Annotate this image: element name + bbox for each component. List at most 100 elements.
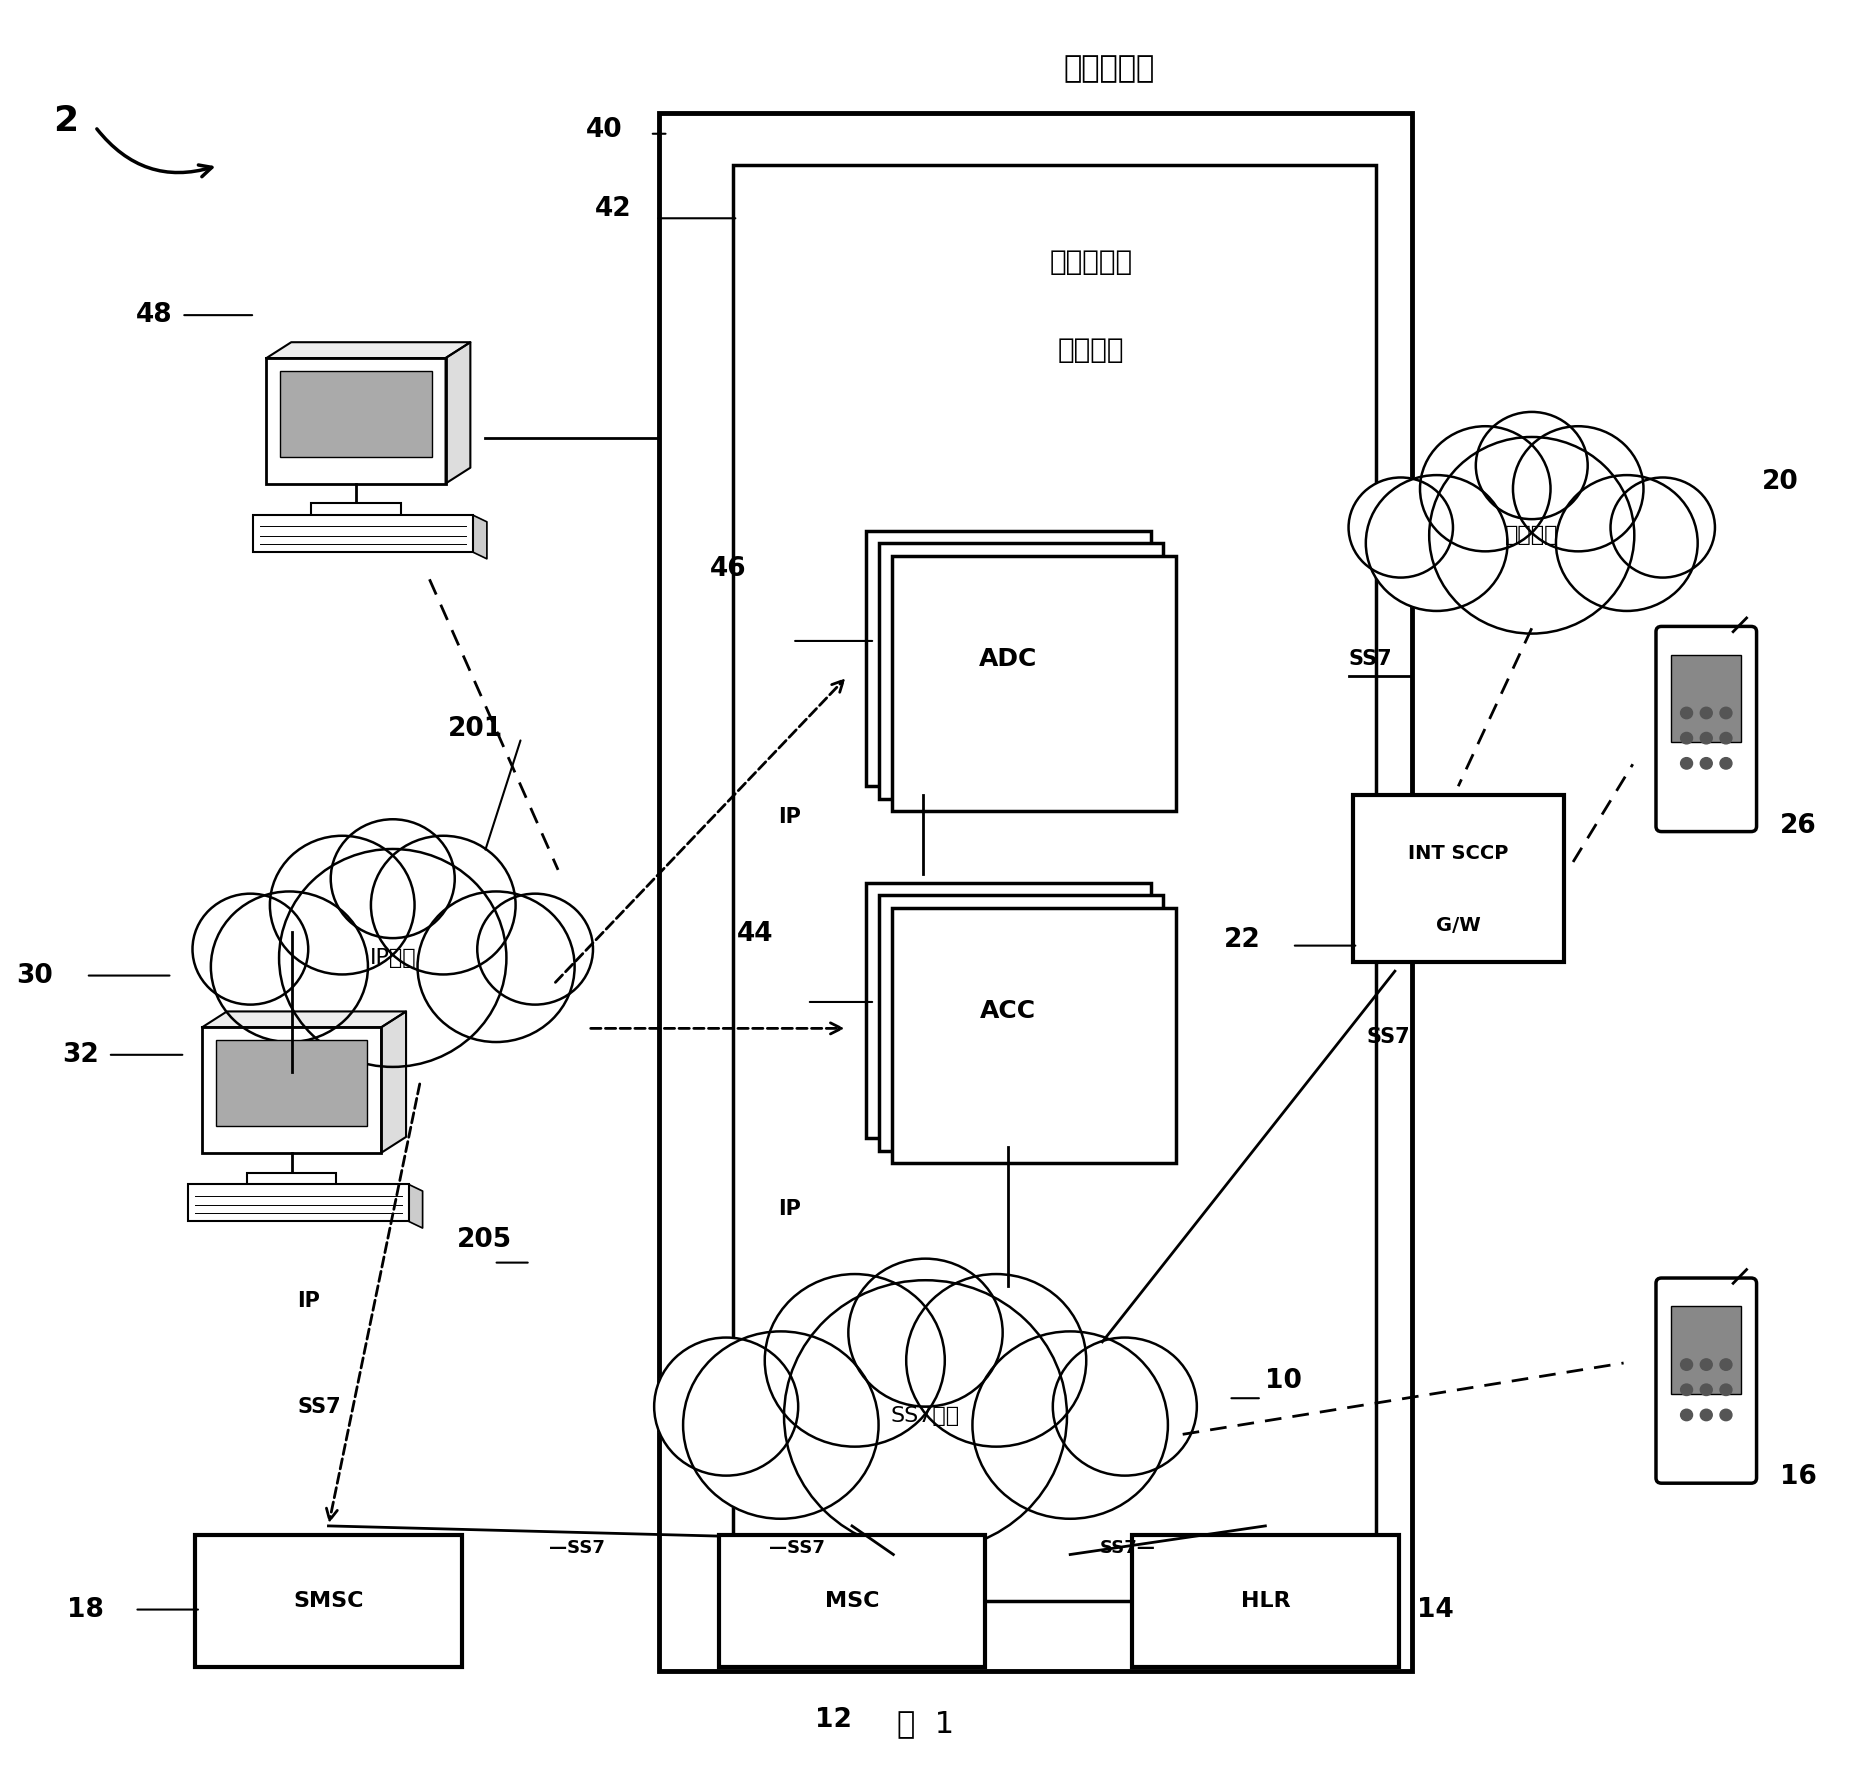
FancyBboxPatch shape: [311, 504, 402, 520]
Text: IP网络: IP网络: [370, 948, 416, 967]
Text: SS7—: SS7—: [1099, 1539, 1155, 1557]
Text: HLR: HLR: [1240, 1590, 1290, 1610]
FancyBboxPatch shape: [246, 1173, 337, 1189]
Circle shape: [280, 848, 507, 1067]
Text: 42: 42: [594, 197, 631, 222]
FancyBboxPatch shape: [194, 1535, 461, 1667]
Text: 26: 26: [1781, 813, 1816, 840]
Circle shape: [1720, 1360, 1733, 1370]
Text: —SS7: —SS7: [550, 1539, 605, 1557]
FancyBboxPatch shape: [892, 907, 1175, 1163]
Circle shape: [1720, 1409, 1733, 1420]
Text: 201: 201: [448, 715, 503, 742]
Text: 46: 46: [709, 556, 746, 582]
Polygon shape: [409, 1184, 422, 1228]
Circle shape: [683, 1331, 879, 1519]
Circle shape: [1681, 1409, 1692, 1420]
Text: 反垃圾消息: 反垃圾消息: [1050, 249, 1133, 277]
Text: SS7: SS7: [1366, 1028, 1410, 1047]
Text: SMSC: SMSC: [292, 1590, 363, 1610]
FancyBboxPatch shape: [1133, 1535, 1399, 1667]
FancyBboxPatch shape: [189, 1184, 409, 1221]
FancyBboxPatch shape: [202, 1028, 381, 1152]
Circle shape: [1557, 476, 1697, 611]
Text: MSC: MSC: [826, 1590, 879, 1610]
Circle shape: [1610, 477, 1714, 577]
Circle shape: [785, 1280, 1066, 1551]
Text: 网络服务器: 网络服务器: [1064, 53, 1155, 83]
Text: INT SCCP: INT SCCP: [1409, 845, 1509, 863]
Text: IP: IP: [298, 1292, 320, 1312]
FancyBboxPatch shape: [733, 165, 1375, 1601]
FancyBboxPatch shape: [866, 884, 1151, 1138]
Text: 应用程序: 应用程序: [1057, 335, 1124, 364]
Text: 32: 32: [63, 1042, 98, 1069]
FancyBboxPatch shape: [892, 556, 1175, 811]
Text: SS7: SS7: [1348, 648, 1392, 669]
Circle shape: [331, 820, 455, 939]
Circle shape: [193, 893, 309, 1005]
Circle shape: [907, 1274, 1087, 1447]
Text: 18: 18: [67, 1596, 104, 1622]
Text: SS7: SS7: [298, 1397, 341, 1416]
Polygon shape: [474, 515, 487, 559]
Polygon shape: [446, 343, 470, 483]
Circle shape: [653, 1338, 798, 1475]
FancyBboxPatch shape: [879, 895, 1164, 1150]
Circle shape: [270, 836, 415, 974]
FancyBboxPatch shape: [1353, 795, 1564, 962]
Text: 22: 22: [1224, 927, 1261, 953]
Circle shape: [1701, 733, 1712, 744]
Text: IP: IP: [779, 1198, 801, 1219]
Circle shape: [1720, 758, 1733, 769]
FancyBboxPatch shape: [718, 1535, 985, 1667]
Text: 12: 12: [814, 1706, 851, 1732]
Circle shape: [972, 1331, 1168, 1519]
Text: 205: 205: [457, 1227, 513, 1253]
Circle shape: [1701, 1360, 1712, 1370]
Text: ACC: ACC: [981, 999, 1037, 1022]
Circle shape: [1366, 476, 1507, 611]
Circle shape: [211, 891, 368, 1042]
Circle shape: [1701, 706, 1712, 719]
Circle shape: [1681, 758, 1692, 769]
Circle shape: [1720, 706, 1733, 719]
Polygon shape: [202, 1012, 405, 1028]
Circle shape: [1720, 1384, 1733, 1395]
Circle shape: [1701, 758, 1712, 769]
Circle shape: [1429, 437, 1634, 634]
Text: 44: 44: [737, 921, 774, 948]
Circle shape: [848, 1258, 1003, 1406]
FancyBboxPatch shape: [1657, 1278, 1757, 1484]
Circle shape: [1701, 1409, 1712, 1420]
Circle shape: [1701, 1384, 1712, 1395]
Circle shape: [1681, 1360, 1692, 1370]
Circle shape: [418, 891, 574, 1042]
FancyBboxPatch shape: [267, 359, 446, 483]
Text: ADC: ADC: [979, 646, 1037, 671]
Circle shape: [764, 1274, 944, 1447]
Text: 16: 16: [1781, 1464, 1816, 1491]
Text: —SS7: —SS7: [770, 1539, 826, 1557]
FancyBboxPatch shape: [659, 112, 1412, 1672]
Circle shape: [1420, 426, 1551, 552]
Polygon shape: [267, 343, 470, 359]
Circle shape: [1512, 426, 1644, 552]
Circle shape: [1681, 733, 1692, 744]
Text: 48: 48: [135, 302, 172, 328]
Circle shape: [1681, 1384, 1692, 1395]
Text: SS7网络: SS7网络: [890, 1406, 961, 1425]
Circle shape: [478, 893, 592, 1005]
Circle shape: [370, 836, 516, 974]
Text: 40: 40: [585, 117, 622, 144]
FancyBboxPatch shape: [879, 543, 1164, 799]
FancyBboxPatch shape: [1671, 1306, 1742, 1393]
Text: 10: 10: [1266, 1367, 1303, 1393]
Circle shape: [1349, 477, 1453, 577]
Text: 30: 30: [17, 962, 54, 989]
Polygon shape: [381, 1012, 405, 1152]
Circle shape: [1053, 1338, 1198, 1475]
FancyBboxPatch shape: [252, 515, 474, 552]
Circle shape: [1720, 733, 1733, 744]
Circle shape: [1475, 412, 1588, 518]
